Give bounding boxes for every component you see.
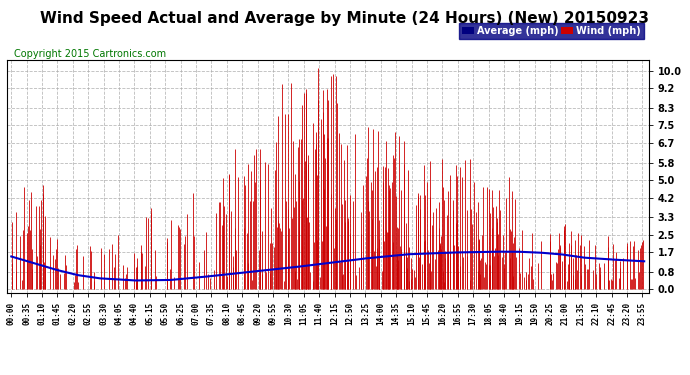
Text: Copyright 2015 Cartronics.com: Copyright 2015 Cartronics.com [14,49,166,59]
Text: Wind Speed Actual and Average by Minute (24 Hours) (New) 20150923: Wind Speed Actual and Average by Minute … [41,11,649,26]
Legend: Average (mph), Wind (mph): Average (mph), Wind (mph) [460,23,644,39]
